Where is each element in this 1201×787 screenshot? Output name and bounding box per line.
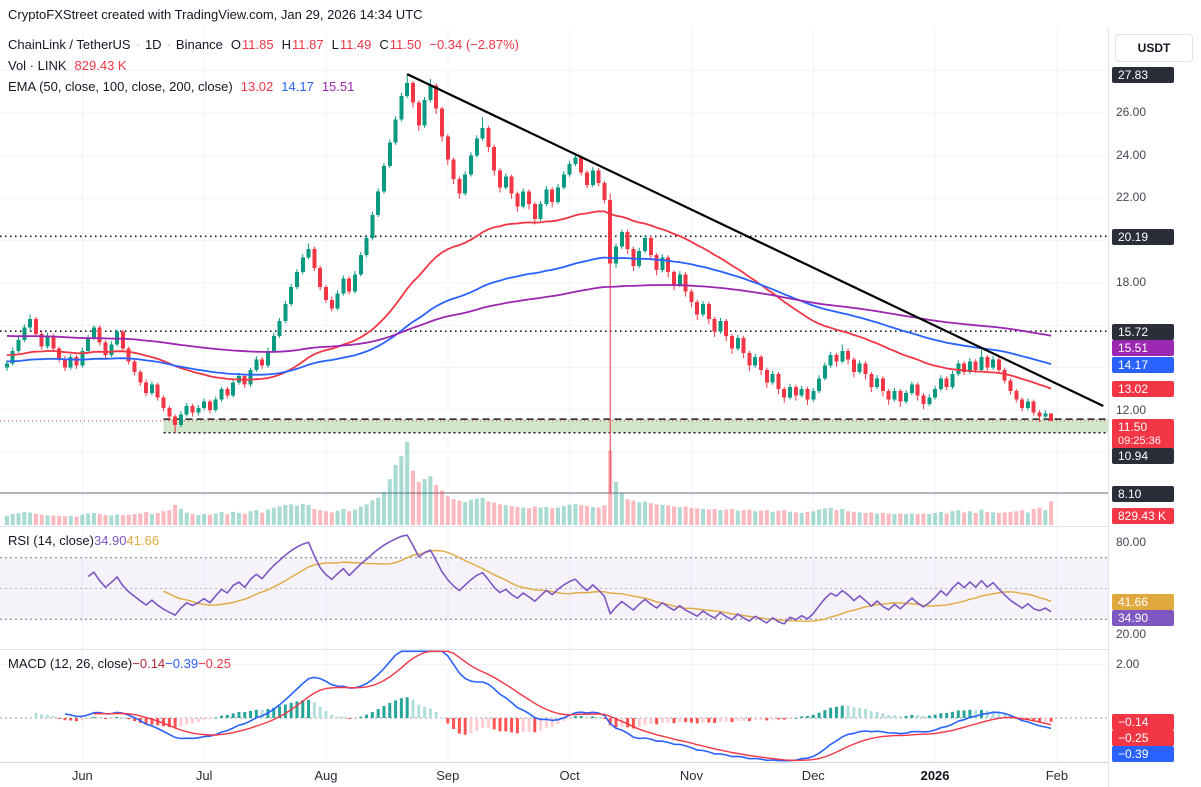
axis-badge: 27.83 [1112,66,1174,83]
macd-pane-svg[interactable] [0,650,1108,762]
axis-badge: −0.14 [1112,714,1174,731]
rsi-ma-value: 41.66 [126,533,160,548]
axis-badge: 829.43 K [1112,507,1174,524]
axis-badge: −0.39 [1112,746,1174,763]
macd-pane[interactable]: MACD (12, 26, close)−0.14−0.39−0.25 [0,650,1108,762]
axis-tick-label: 18.00 [1116,275,1147,290]
axis-badge: 20.19 [1112,228,1174,245]
interval-label[interactable]: 1D [144,37,162,52]
high-value: 11.87 [292,37,324,52]
time-axis[interactable]: Jun Jul Aug Sep Oct Nov Dec 2026 Feb [0,762,1201,787]
attribution-bar: CryptoFXStreet created with TradingView.… [0,0,1201,28]
high-label: H [281,37,291,52]
rsi-label[interactable]: RSI (14, close) [8,533,94,548]
close-label: C [379,37,389,52]
pane-divider[interactable] [0,649,1108,650]
time-axis-label: Oct [559,768,580,783]
axis-tick-label: 2.00 [1116,657,1140,672]
axis-badge: 10.94 [1112,447,1174,464]
axis-tick-label: 24.00 [1116,147,1147,162]
rsi-pane[interactable]: RSI (14, close)34.9041.66 [0,527,1108,650]
axis-badge: 15.72 [1112,323,1174,340]
main-legend: ChainLink / TetherUS · 1D · Binance O11.85 H11… [8,34,519,97]
low-value: 11.49 [339,37,372,52]
close-value: 11.50 [389,37,422,52]
axis-tick-label: 80.00 [1116,534,1147,549]
rsi-chart-canvas[interactable] [0,527,1108,650]
axis-tick-label: 22.00 [1116,190,1147,205]
separator: · [166,37,171,52]
axis-badge: 8.10 [1112,485,1174,502]
ema-legend-row: EMA (50, close, 100, close, 200, close) 1… [8,76,519,97]
time-axis-label: Nov [679,768,703,783]
rsi-pane-svg[interactable] [0,527,1108,650]
change-value: −0.34 (−2.87%) [429,37,519,52]
time-axis-label: 2026 [920,768,950,783]
ema50-value: 13.02 [240,79,274,94]
symbol-title[interactable]: ChainLink / TetherUS [8,37,131,52]
macd-label[interactable]: MACD (12, 26, close) [8,656,133,671]
axis-tick-label: 12.00 [1116,402,1147,417]
separator: · [135,37,140,52]
low-label: L [331,37,339,52]
axis-badge: 13.02 [1112,381,1174,398]
axis-badge: 41.66 [1112,593,1174,610]
rsi-value: 34.90 [93,533,127,548]
symbol-legend-row: ChainLink / TetherUS · 1D · Binance O11.85 H11… [8,34,519,55]
axis-badge: 11.50 09:25:36 [1112,418,1174,449]
time-axis-label: Jun [71,768,93,783]
price-axis-column[interactable]: USDT 27.83 26.00 24.00 22.00 20.19 18.00 15.72… [1108,28,1201,787]
volume-value: 829.43 K [74,58,127,73]
volume-legend-row: Vol · LINK 829.43 K [8,55,519,76]
attribution-text: CryptoFXStreet created with TradingView.… [8,6,423,22]
axis-tick-label: 20.00 [1116,627,1147,642]
macd-signal-value: −0.25 [198,656,231,671]
axis-tick-label: 26.00 [1116,105,1147,120]
time-axis-label: Aug [314,768,338,783]
macd-legend: MACD (12, 26, close)−0.14−0.39−0.25 [8,656,231,671]
pane-divider[interactable] [0,526,1108,527]
exchange-label: Binance [175,37,223,52]
ema100-value: 14.17 [281,79,314,94]
countdown-timer: 09:25:36 [1118,434,1161,447]
currency-toggle-button[interactable]: USDT [1115,34,1193,62]
axis-badge: 15.51 [1112,339,1174,356]
chart-area: ChainLink / TetherUS · 1D · Binance O11.85 H11… [0,28,1201,787]
macd-hist-value: −0.14 [132,656,166,671]
open-label: O [230,37,242,52]
axis-badge: 14.17 [1112,356,1174,373]
axis-badge: −0.25 [1112,730,1174,747]
macd-chart-canvas[interactable] [0,650,1108,762]
time-axis-label: Dec [801,768,825,783]
price-pane-svg[interactable] [0,28,1108,527]
volume-label[interactable]: Vol · LINK [8,58,67,73]
ema200-value: 15.51 [321,79,355,94]
rsi-legend: RSI (14, close)34.9041.66 [8,533,159,548]
ema-label[interactable]: EMA (50, close, 100, close, 200, close) [8,79,233,94]
macd-line-value: −0.39 [165,656,199,671]
open-value: 11.85 [242,37,274,52]
price-pane[interactable]: ChainLink / TetherUS · 1D · Binance O11.85 H11… [0,28,1108,527]
chart-panes: ChainLink / TetherUS · 1D · Binance O11.85 H11… [0,28,1201,787]
price-chart-canvas[interactable] [0,28,1108,527]
time-axis-label: Sep [436,768,460,783]
time-axis-label: Jul [195,768,213,783]
axis-badge: 34.90 [1112,609,1174,626]
time-axis-label: Feb [1045,768,1069,783]
